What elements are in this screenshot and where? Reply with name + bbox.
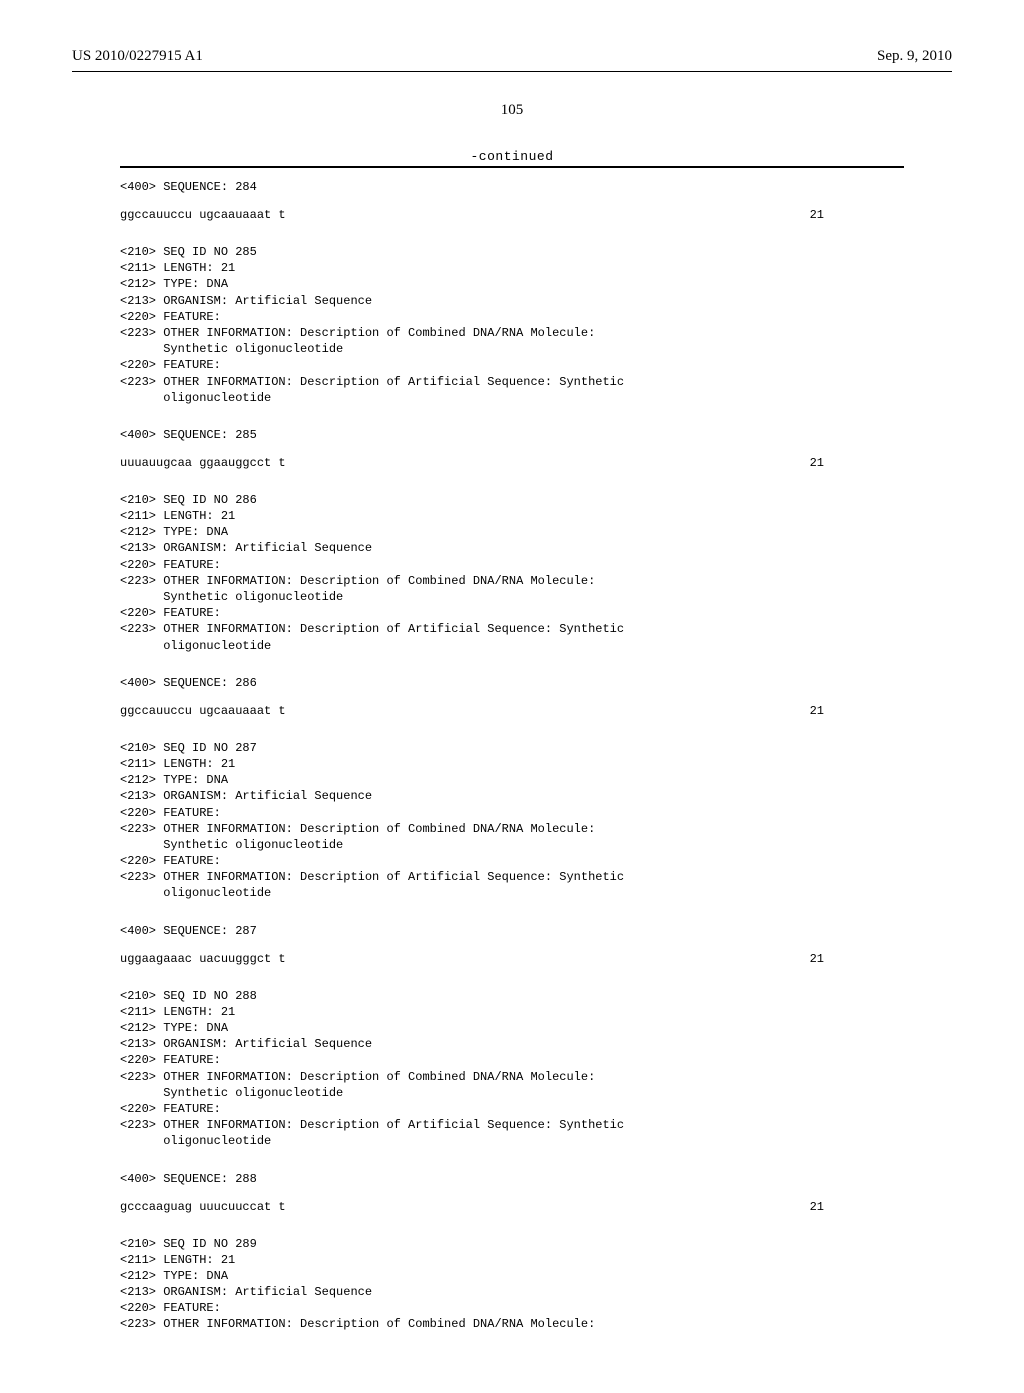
sequence-header: <400> SEQUENCE: 285 bbox=[120, 428, 904, 442]
sequence-length: 21 bbox=[810, 704, 904, 718]
sequence-meta-block: <210> SEQ ID NO 289 <211> LENGTH: 21 <21… bbox=[120, 1236, 904, 1333]
page-header: US 2010/0227915 A1 Sep. 9, 2010 bbox=[72, 48, 952, 65]
page-container: US 2010/0227915 A1 Sep. 9, 2010 105 -con… bbox=[0, 0, 1024, 1393]
sequence-length: 21 bbox=[810, 456, 904, 470]
continued-label: -continued bbox=[72, 149, 952, 164]
sequence-row: ggccauuccu ugcaauaaat t 21 bbox=[120, 704, 904, 718]
sequence-header: <400> SEQUENCE: 286 bbox=[120, 676, 904, 690]
sequence-row: uuuauugcaa ggaauggcct t 21 bbox=[120, 456, 904, 470]
sequence-text: ggccauuccu ugcaauaaat t bbox=[120, 208, 286, 222]
sequence-meta-block: <210> SEQ ID NO 285 <211> LENGTH: 21 <21… bbox=[120, 244, 904, 406]
sequence-text: ggccauuccu ugcaauaaat t bbox=[120, 704, 286, 718]
sequence-meta-block: <210> SEQ ID NO 288 <211> LENGTH: 21 <21… bbox=[120, 988, 904, 1150]
sequence-length: 21 bbox=[810, 952, 904, 966]
sequence-text: uuuauugcaa ggaauggcct t bbox=[120, 456, 286, 470]
sequence-row: uggaagaaac uacuugggct t 21 bbox=[120, 952, 904, 966]
sequence-row: gcccaaguag uuucuuccat t 21 bbox=[120, 1200, 904, 1214]
sequence-listing-frame: <400> SEQUENCE: 284 ggccauuccu ugcaauaaa… bbox=[120, 166, 904, 1333]
sequence-length: 21 bbox=[810, 208, 904, 222]
sequence-header: <400> SEQUENCE: 287 bbox=[120, 924, 904, 938]
sequence-header: <400> SEQUENCE: 284 bbox=[120, 180, 904, 194]
publication-date: Sep. 9, 2010 bbox=[877, 48, 952, 65]
sequence-meta-block: <210> SEQ ID NO 286 <211> LENGTH: 21 <21… bbox=[120, 492, 904, 654]
sequence-length: 21 bbox=[810, 1200, 904, 1214]
sequence-row: ggccauuccu ugcaauaaat t 21 bbox=[120, 208, 904, 222]
sequence-header: <400> SEQUENCE: 288 bbox=[120, 1172, 904, 1186]
page-number: 105 bbox=[72, 102, 952, 119]
sequence-meta-block: <210> SEQ ID NO 287 <211> LENGTH: 21 <21… bbox=[120, 740, 904, 902]
publication-number: US 2010/0227915 A1 bbox=[72, 48, 203, 65]
sequence-text: uggaagaaac uacuugggct t bbox=[120, 952, 286, 966]
header-rule bbox=[72, 71, 952, 72]
sequence-text: gcccaaguag uuucuuccat t bbox=[120, 1200, 286, 1214]
